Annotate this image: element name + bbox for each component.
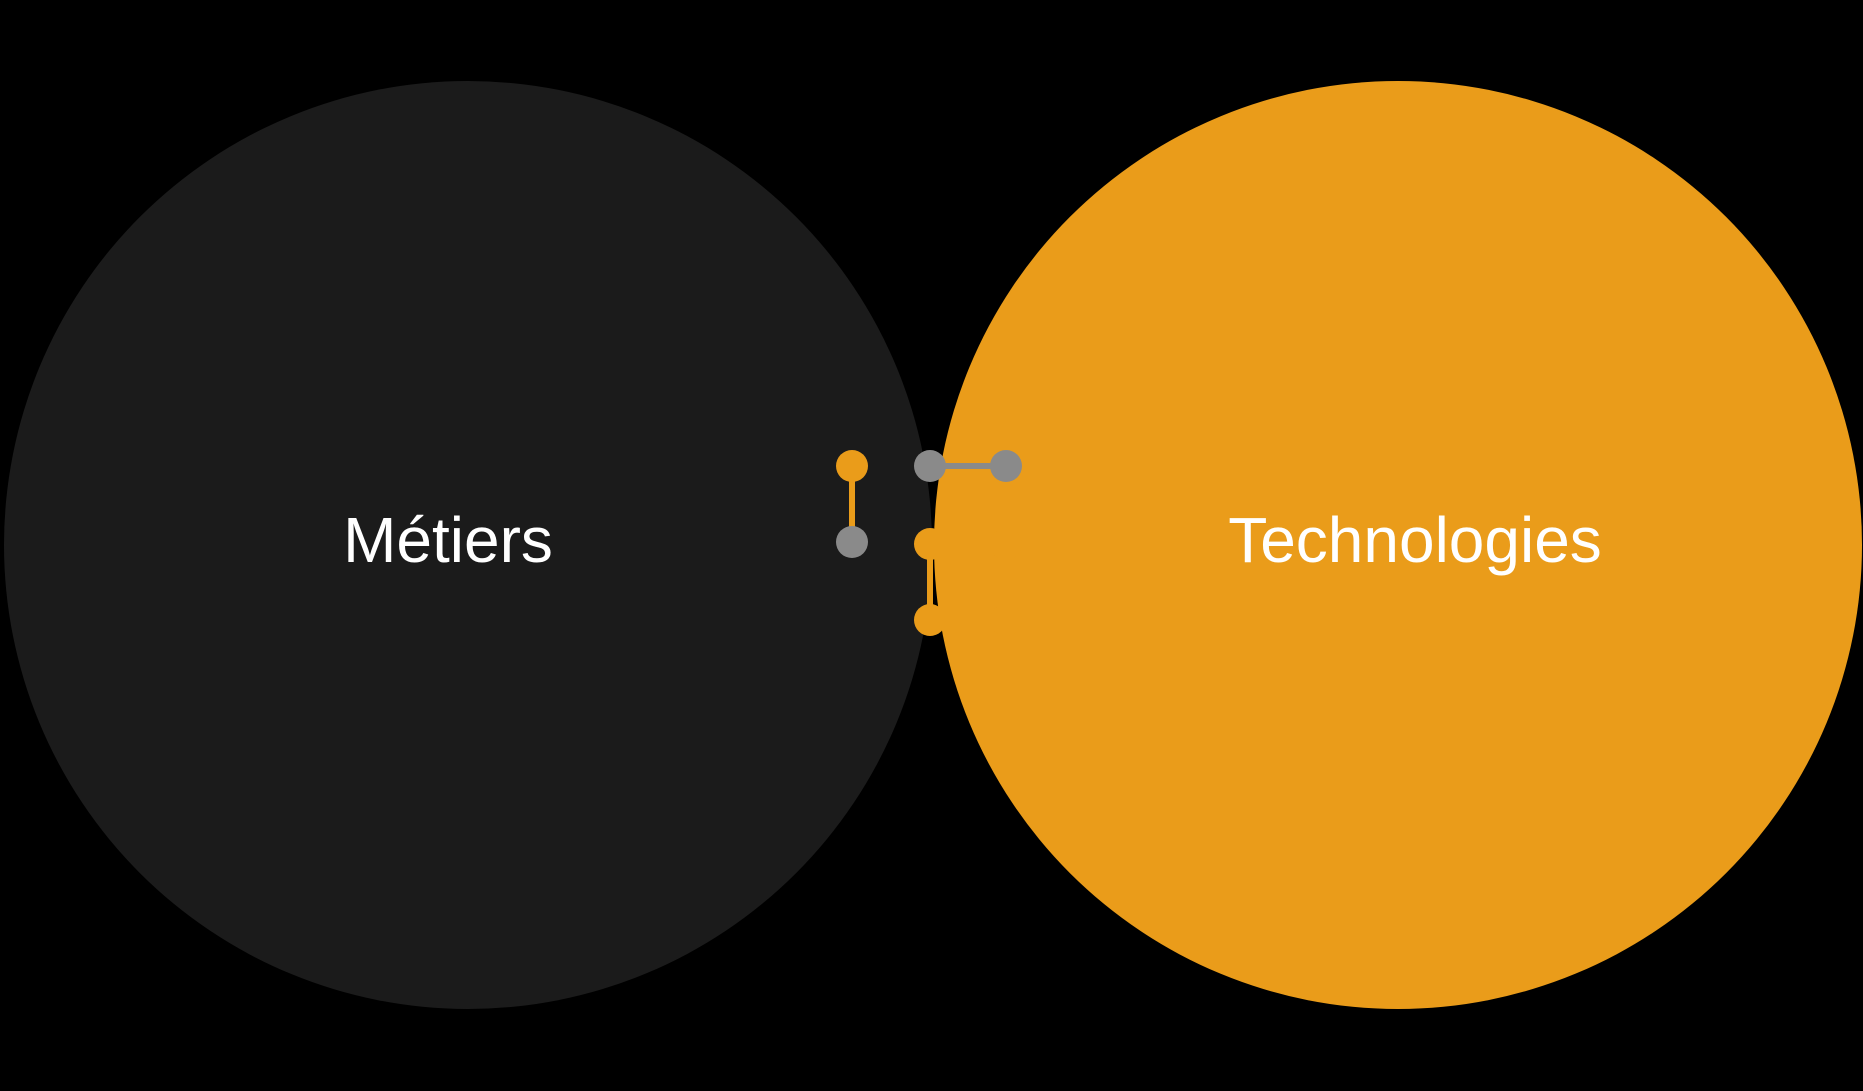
logo-dot <box>914 450 946 482</box>
left-circle <box>4 81 932 1009</box>
right-circle <box>934 81 1862 1009</box>
logo-dot <box>914 528 946 560</box>
logo-dot <box>836 526 868 558</box>
logo-dot <box>914 604 946 636</box>
dots-network-logo <box>836 450 1022 636</box>
right-circle-label: Technologies <box>1228 504 1602 576</box>
logo-dot <box>990 528 1022 560</box>
left-circle-label: Métiers <box>343 504 553 576</box>
logo-dot <box>990 450 1022 482</box>
logo-dot <box>836 450 868 482</box>
logo-dot <box>990 604 1022 636</box>
